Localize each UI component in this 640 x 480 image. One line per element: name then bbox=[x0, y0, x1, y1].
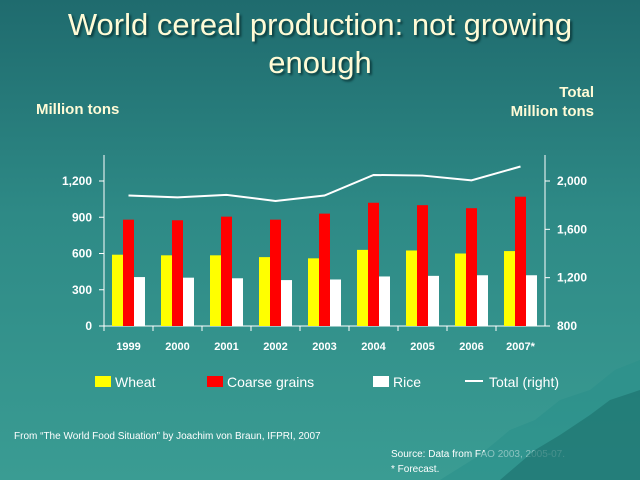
left-tick-label: 600 bbox=[72, 247, 92, 261]
x-tick-label: 2004 bbox=[361, 341, 386, 353]
right-axis-unit: Million tons bbox=[510, 103, 594, 120]
left-tick-label: 1,200 bbox=[62, 174, 92, 188]
wheat-bar bbox=[308, 258, 319, 326]
left-tick-label: 0 bbox=[85, 319, 92, 333]
chart-title-line-2: enough bbox=[268, 45, 372, 80]
legend-rice-swatch bbox=[373, 376, 389, 387]
rice-bar bbox=[526, 275, 537, 326]
source-note: Source: Data from FAO 2003, 2005-07. * F… bbox=[391, 447, 565, 477]
right-tick-label: 1,600 bbox=[557, 222, 587, 236]
mountain-decoration bbox=[440, 360, 640, 480]
forecast-note: * Forecast. bbox=[391, 464, 440, 475]
rice-bar bbox=[428, 275, 439, 326]
credit-note: From “The World Food Situation” by Joach… bbox=[14, 431, 321, 442]
coarse-grains-bar bbox=[123, 219, 134, 326]
rice-bar bbox=[477, 275, 488, 326]
rice-bar bbox=[330, 279, 341, 326]
chart-title: World cereal production: not growing eno… bbox=[0, 6, 640, 82]
rice-bar bbox=[183, 277, 194, 326]
wheat-bar bbox=[210, 255, 221, 326]
rice-bar bbox=[134, 277, 145, 326]
legend-coarse-grains-label: Coarse grains bbox=[227, 374, 314, 390]
rice-bar bbox=[281, 280, 292, 326]
legend-wheat-swatch bbox=[95, 376, 111, 387]
wheat-bar bbox=[112, 254, 123, 326]
wheat-bar bbox=[406, 250, 417, 326]
coarse-grains-bar bbox=[466, 208, 477, 326]
total-line bbox=[128, 165, 521, 202]
left-tick-label: 900 bbox=[72, 210, 92, 224]
wheat-bar bbox=[504, 251, 515, 326]
coarse-grains-bar bbox=[270, 219, 281, 326]
wheat-bar bbox=[161, 255, 172, 326]
coarse-grains-bar bbox=[515, 196, 526, 326]
x-tick-label: 2001 bbox=[214, 341, 238, 353]
right-tick-label: 1,200 bbox=[557, 271, 587, 285]
coarse-grains-bar bbox=[368, 202, 379, 326]
x-tick-label: 2000 bbox=[165, 341, 189, 353]
coarse-grains-bar bbox=[319, 213, 330, 326]
x-tick-label: 2007* bbox=[506, 341, 535, 353]
coarse-grains-bar bbox=[221, 216, 232, 326]
wheat-bar bbox=[357, 249, 368, 326]
rice-bar bbox=[379, 276, 390, 326]
legend-rice-label: Rice bbox=[393, 374, 421, 390]
legend-coarse-grains-swatch bbox=[207, 376, 223, 387]
x-tick-label: 2006 bbox=[459, 341, 483, 353]
x-tick-label: 2005 bbox=[410, 341, 434, 353]
x-tick-label: 2002 bbox=[263, 341, 287, 353]
right-tick-label: 800 bbox=[557, 319, 577, 333]
wheat-bar bbox=[259, 257, 270, 326]
legend-wheat-label: Wheat bbox=[115, 374, 156, 390]
rice-bar bbox=[232, 278, 243, 326]
chart-title-line-1: World cereal production: not growing bbox=[67, 7, 573, 42]
wheat-bar bbox=[455, 253, 466, 326]
legend-total-label: Total (right) bbox=[489, 374, 559, 390]
left-axis-unit: Million tons bbox=[36, 101, 120, 118]
coarse-grains-bar bbox=[417, 205, 428, 326]
right-tick-label: 2,000 bbox=[557, 174, 587, 188]
x-tick-label: 2003 bbox=[312, 341, 336, 353]
left-tick-label: 300 bbox=[72, 283, 92, 297]
coarse-grains-bar bbox=[172, 220, 183, 326]
source-text: Source: Data from FAO 2003, 2005-07. bbox=[391, 449, 565, 460]
x-tick-label: 1999 bbox=[116, 341, 140, 353]
right-axis-title: Total bbox=[559, 84, 594, 101]
